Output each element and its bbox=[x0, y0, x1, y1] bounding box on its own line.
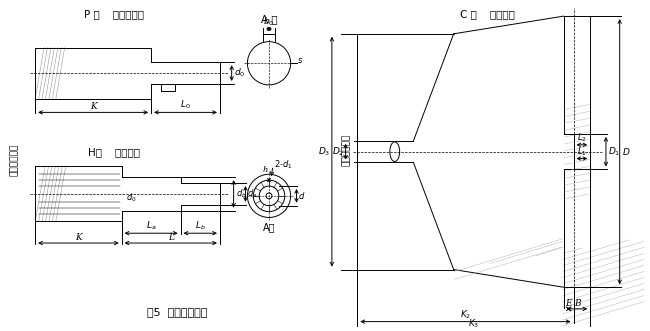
Text: $D$: $D$ bbox=[621, 146, 630, 157]
Text: $d_a$: $d_a$ bbox=[248, 188, 258, 200]
Text: $L_a$: $L_a$ bbox=[146, 220, 157, 232]
Text: $s$: $s$ bbox=[298, 56, 304, 65]
Text: K: K bbox=[75, 233, 82, 242]
Text: A 向: A 向 bbox=[261, 14, 278, 24]
Text: h: h bbox=[263, 166, 268, 174]
Text: 减速器中心线: 减速器中心线 bbox=[342, 134, 351, 166]
Text: B: B bbox=[574, 299, 580, 308]
Text: C 型    齿轮轴伸: C 型 齿轮轴伸 bbox=[460, 9, 515, 19]
Text: $K_3$: $K_3$ bbox=[468, 318, 480, 330]
Text: $L_2$: $L_2$ bbox=[577, 131, 587, 144]
Text: $b_0$: $b_0$ bbox=[263, 16, 275, 28]
Text: $d_0$: $d_0$ bbox=[233, 67, 245, 79]
Text: K: K bbox=[90, 102, 97, 112]
Text: $2$-$d_1$: $2$-$d_1$ bbox=[274, 158, 292, 171]
Text: L: L bbox=[168, 233, 174, 242]
Text: 减速器中心线: 减速器中心线 bbox=[10, 143, 19, 176]
Text: 图5  低速轴端型式: 图5 低速轴端型式 bbox=[148, 307, 208, 317]
Text: A向: A向 bbox=[263, 222, 275, 232]
Text: E: E bbox=[566, 299, 572, 308]
Text: P 型    圆柱型轴伸: P 型 圆柱型轴伸 bbox=[84, 9, 144, 19]
Text: $L_1$: $L_1$ bbox=[577, 145, 587, 158]
Text: $d_b$: $d_b$ bbox=[235, 188, 246, 200]
Text: $L_0$: $L_0$ bbox=[180, 99, 191, 112]
Text: $K_2$: $K_2$ bbox=[460, 308, 471, 321]
Text: $D_1$: $D_1$ bbox=[608, 145, 620, 158]
Text: $D_2$: $D_2$ bbox=[332, 145, 345, 158]
Text: H型    花键轴伸: H型 花键轴伸 bbox=[88, 147, 140, 157]
Text: $d$: $d$ bbox=[298, 190, 306, 201]
Text: $D_3$: $D_3$ bbox=[318, 145, 331, 158]
Text: $L_b$: $L_b$ bbox=[195, 220, 205, 232]
Text: $d_0$: $d_0$ bbox=[125, 192, 136, 204]
